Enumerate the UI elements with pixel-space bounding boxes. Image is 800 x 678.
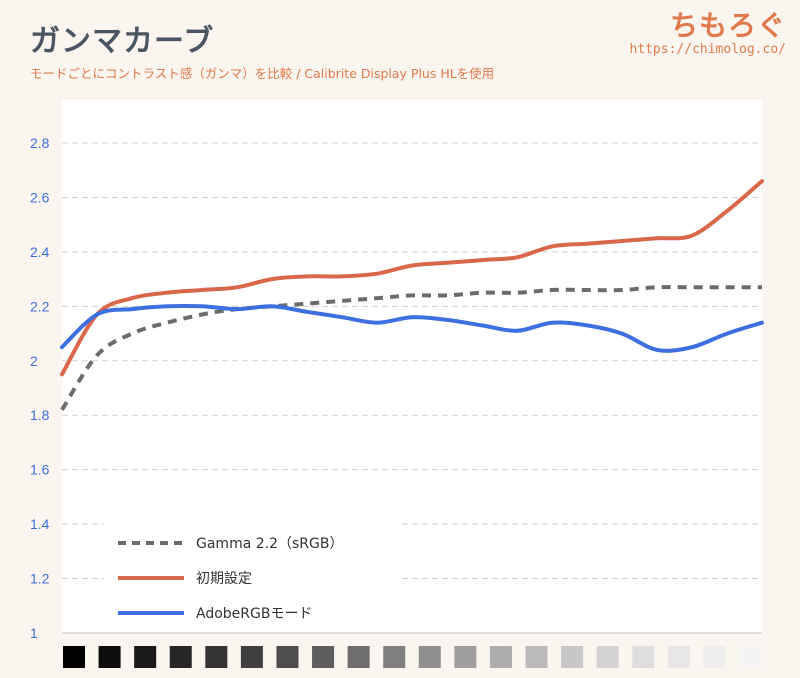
chart-title: ガンマカーブ <box>30 24 215 59</box>
brand: ちもろぐ https://chimolog.co/ <box>629 4 786 57</box>
chart-subtitle: モードごとにコントラスト感（ガンマ）を比較 / Calibrite Displa… <box>30 66 495 81</box>
brand-url: https://chimolog.co/ <box>629 42 786 57</box>
grayscale-swatch <box>312 646 335 668</box>
y-tick-label: 2.8 <box>30 135 50 151</box>
y-tick-label: 1.6 <box>30 462 50 478</box>
grayscale-swatch <box>383 646 406 668</box>
grayscale-swatch <box>561 646 584 668</box>
series-line-2 <box>60 304 764 353</box>
legend-label: Gamma 2.2（sRGB） <box>196 536 343 552</box>
y-tick-label: 1 <box>30 625 38 641</box>
grayscale-swatch <box>205 646 228 668</box>
grayscale-swatch <box>169 646 192 668</box>
y-tick-label: 2.6 <box>30 189 50 205</box>
grayscale-swatch <box>596 646 619 668</box>
y-tick-label: 2.4 <box>30 244 50 260</box>
y-tick-label: 2.2 <box>30 298 50 314</box>
grayscale-swatch <box>418 646 441 668</box>
y-tick-label: 1.2 <box>30 571 50 587</box>
y-tick-label: 2 <box>30 353 38 369</box>
grayscale-swatch <box>703 646 726 668</box>
grayscale-swatch <box>454 646 477 668</box>
y-tick-label: 1.8 <box>30 407 50 423</box>
series-line-1 <box>60 179 764 377</box>
grayscale-swatch <box>632 646 655 668</box>
grayscale-swatch <box>63 646 85 668</box>
grayscale-swatch <box>347 646 370 668</box>
grayscale-swatch <box>739 646 761 668</box>
legend-label: AdobeRGBモード <box>196 606 312 622</box>
series-line-0 <box>60 285 762 411</box>
grayscale-swatch <box>489 646 512 668</box>
grayscale-swatch <box>240 646 263 668</box>
legend-label: 初期設定 <box>196 570 252 587</box>
grayscale-swatch <box>276 646 299 668</box>
grayscale-swatch <box>98 646 121 668</box>
grayscale-swatch <box>134 646 157 668</box>
grayscale-swatch <box>667 646 690 668</box>
y-tick-label: 1.4 <box>30 516 50 532</box>
brand-logo: ちもろぐ <box>669 9 786 42</box>
grayscale-swatch <box>525 646 548 668</box>
